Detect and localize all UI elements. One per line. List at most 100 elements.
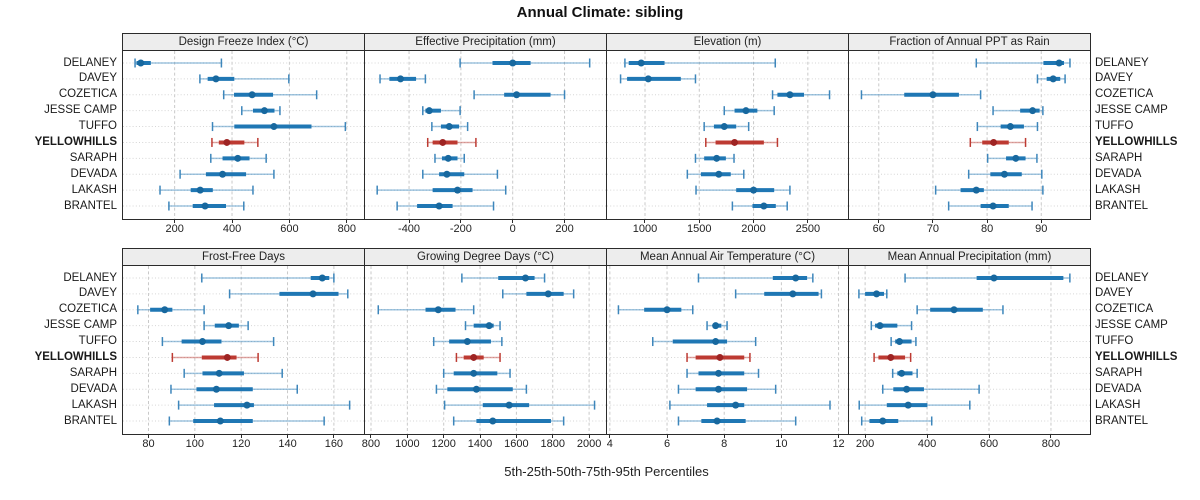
series-brantel <box>168 416 325 426</box>
tick-mark <box>753 219 755 223</box>
tick-label: 1000 <box>395 438 420 450</box>
panel-title: Fraction of Annual PPT as Rain <box>849 34 1090 51</box>
tick-label: 800 <box>361 438 381 450</box>
series-cozetica <box>771 90 831 100</box>
series-yellowhills <box>969 137 1027 147</box>
axis-ticks: 1000 1500 2000 2500 <box>607 219 848 235</box>
tick-label: 80 <box>980 223 994 235</box>
series-devada <box>435 384 528 394</box>
series-cozetica <box>137 305 205 315</box>
station-label-left-brantel: BRANTEL <box>63 199 117 212</box>
series-davey <box>379 74 427 84</box>
panel-title: Mean Annual Air Temperature (°C) <box>607 249 848 266</box>
station-label-right-saraph: SARAPH <box>1095 366 1143 379</box>
tick-mark <box>878 219 880 223</box>
panel-title: Design Freeze Index (°C) <box>123 34 364 51</box>
series-delaney <box>201 273 335 283</box>
tick-label: 1000 <box>632 223 658 235</box>
series-brantel <box>947 201 1033 211</box>
series-delaney <box>697 273 814 283</box>
tick-mark <box>564 219 566 223</box>
tick-label: 0 <box>509 223 516 235</box>
axis-ticks: 60 70 80 90 <box>849 219 1090 235</box>
series-delaney <box>624 58 777 68</box>
series-yellowhills <box>455 352 501 362</box>
tick-label: 8 <box>721 438 728 450</box>
panel-title: Elevation (m) <box>607 34 848 51</box>
tick-label: 1500 <box>687 223 712 235</box>
tick-mark <box>609 434 611 438</box>
tick-mark <box>1050 434 1052 438</box>
axis-ticks: -400 -200 0 200 <box>365 219 606 235</box>
panel-mean-annual-air-temperature-c: Mean Annual Air Temperature (°C) 4 6 8 10 12 <box>606 248 849 450</box>
panel-title: Mean Annual Precipitation (mm) <box>849 249 1090 266</box>
tick-mark <box>588 434 590 438</box>
series-lakash <box>177 400 351 410</box>
series-tuffo <box>211 122 347 132</box>
station-label-left-cozetica: COZETICA <box>58 303 117 316</box>
series-jesse-camp <box>241 106 281 116</box>
tick-mark <box>443 434 445 438</box>
tick-mark <box>194 434 196 438</box>
station-label-right-delaney: DELANEY <box>1095 271 1149 284</box>
station-label-right-yellowhills: YELLOWHILLS <box>1095 350 1178 363</box>
tick-mark <box>864 434 866 438</box>
series-davey <box>228 289 349 299</box>
station-label-left-yellowhills: YELLOWHILLS <box>34 135 117 148</box>
tick-label: 100 <box>185 438 205 450</box>
series-delaney <box>461 273 546 283</box>
tick-label: 60 <box>872 223 885 235</box>
tick-label: 70 <box>926 223 940 235</box>
station-label-left-tuffo: TUFFO <box>78 120 117 133</box>
tick-mark <box>460 219 462 223</box>
tick-label: 10 <box>775 438 788 450</box>
tick-mark <box>666 434 668 438</box>
series-tuffo <box>703 122 750 132</box>
panel-title: Growing Degree Days (°C) <box>365 249 606 266</box>
tick-mark <box>986 219 988 223</box>
series-cozetica <box>377 305 475 315</box>
panel-title: Effective Precipitation (mm) <box>365 34 606 51</box>
series-saraph <box>434 153 466 163</box>
series-davey <box>619 74 697 84</box>
series-tuffo <box>651 337 757 347</box>
series-delaney <box>904 273 1071 283</box>
station-label-right-jesse-camp: JESSE CAMP <box>1095 104 1168 117</box>
series-yellowhills <box>705 137 779 147</box>
panel-growing-degree-days-c: Growing Degree Days (°C) 800 1000 1200 1400 1… <box>362 248 607 450</box>
series-devada <box>179 169 275 179</box>
tick-label: 12 <box>832 438 845 450</box>
tick-mark <box>780 434 782 438</box>
series-davey <box>502 289 575 299</box>
station-label-right-devada: DEVADA <box>1095 167 1142 180</box>
series-tuffo <box>161 337 275 347</box>
series-tuffo <box>890 337 917 347</box>
tick-mark <box>174 219 176 223</box>
series-brantel <box>731 201 788 211</box>
panel-mean-annual-precipitation-mm: Mean Annual Precipitation (mm) 200 400 600 8… <box>848 248 1091 450</box>
tick-label: 800 <box>1041 438 1061 450</box>
series-jesse-camp <box>203 321 249 331</box>
tick-mark <box>988 434 990 438</box>
tick-label: 200 <box>555 223 574 235</box>
station-label-left-delaney: DELANEY <box>63 56 117 69</box>
tick-label: 160 <box>324 438 344 450</box>
series-cozetica <box>916 305 1004 315</box>
series-lakash <box>669 400 831 410</box>
station-label-right-cozetica: COZETICA <box>1095 303 1154 316</box>
axis-ticks: 800 1000 1200 1400 1600 1800 2000 <box>361 434 606 450</box>
series-saraph <box>891 368 918 378</box>
series-cozetica <box>222 90 318 100</box>
series-saraph <box>686 368 760 378</box>
station-label-left-devada: DEVADA <box>70 167 117 180</box>
station-label-left-lakash: LAKASH <box>71 398 117 411</box>
station-label-left-jesse-camp: JESSE CAMP <box>44 104 117 117</box>
tick-label: 80 <box>142 438 155 450</box>
tick-mark <box>333 434 335 438</box>
series-devada <box>677 384 777 394</box>
series-devada <box>686 169 745 179</box>
panel-plot <box>849 51 1090 219</box>
tick-mark <box>240 434 242 438</box>
tick-label: 140 <box>278 438 297 450</box>
tick-label: 1600 <box>504 438 529 450</box>
